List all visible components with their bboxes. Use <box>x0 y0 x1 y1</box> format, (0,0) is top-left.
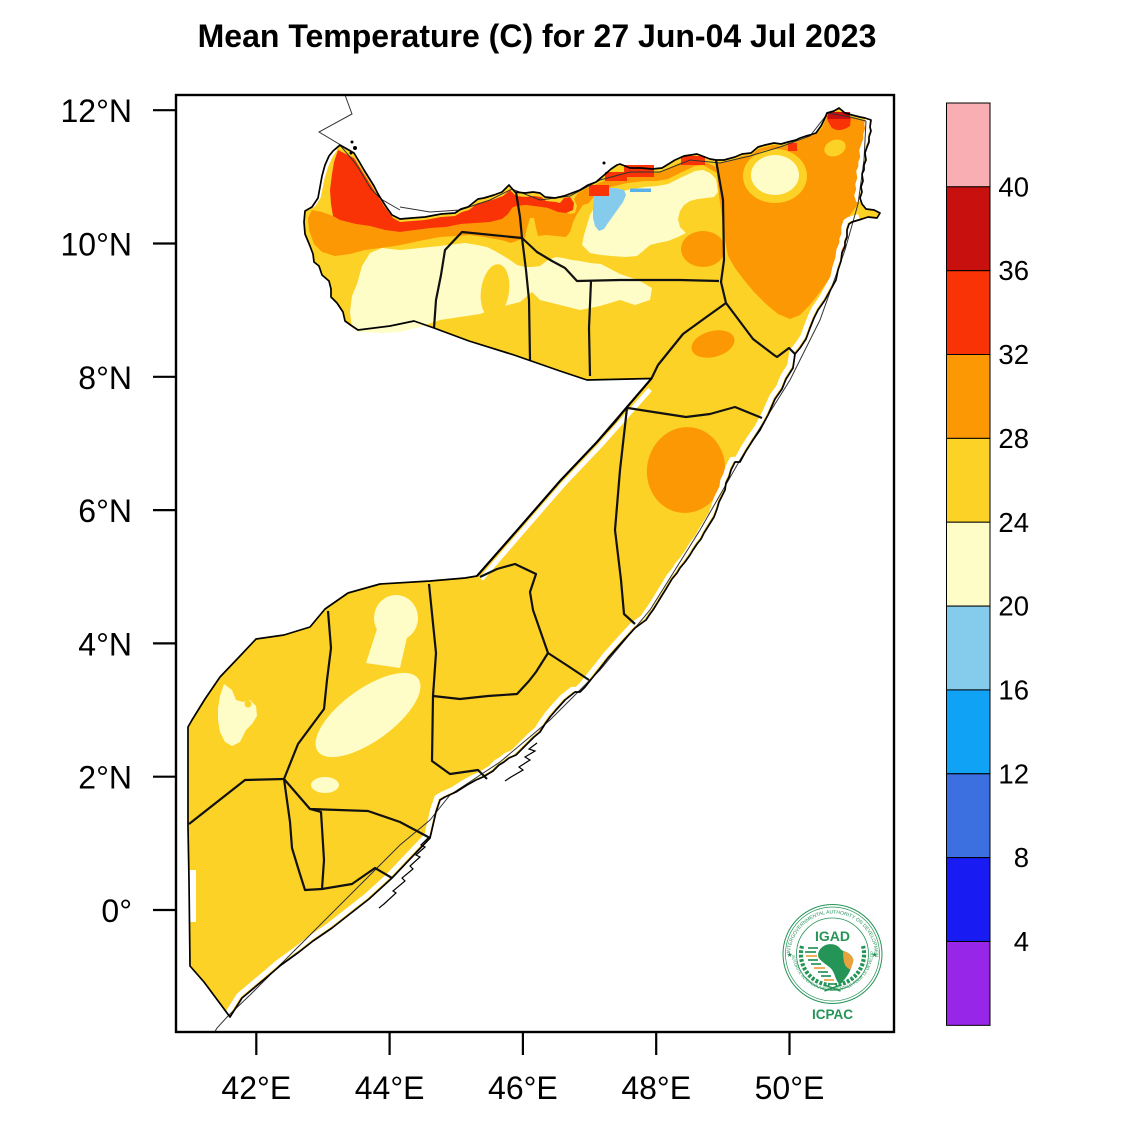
svg-text:6°N: 6°N <box>78 493 132 529</box>
svg-text:48°E: 48°E <box>621 1070 691 1106</box>
svg-text:42°E: 42°E <box>221 1070 291 1106</box>
svg-text:46°E: 46°E <box>488 1070 558 1106</box>
svg-text:36: 36 <box>998 255 1029 286</box>
svg-text:8°N: 8°N <box>78 360 132 396</box>
svg-text:4: 4 <box>1014 926 1029 957</box>
svg-text:★: ★ <box>787 951 793 959</box>
svg-text:8: 8 <box>1014 842 1029 873</box>
svg-text:0°: 0° <box>101 893 132 929</box>
svg-text:IGAD: IGAD <box>815 928 850 944</box>
svg-text:16: 16 <box>998 674 1029 705</box>
svg-text:4°N: 4°N <box>78 626 132 662</box>
svg-text:ICPAC: ICPAC <box>812 1007 853 1022</box>
svg-text:20: 20 <box>998 591 1029 622</box>
svg-text:28: 28 <box>998 423 1029 454</box>
svg-text:32: 32 <box>998 339 1029 370</box>
svg-text:★: ★ <box>872 951 878 959</box>
svg-text:40: 40 <box>998 171 1029 202</box>
svg-text:50°E: 50°E <box>755 1070 825 1106</box>
svg-text:Mean Temperature (C) for 27 Ju: Mean Temperature (C) for 27 Jun-04 Jul 2… <box>198 18 877 54</box>
svg-text:10°N: 10°N <box>61 227 133 263</box>
svg-text:12: 12 <box>998 758 1029 789</box>
svg-text:44°E: 44°E <box>355 1070 425 1106</box>
svg-text:12°N: 12°N <box>61 93 133 129</box>
svg-text:24: 24 <box>998 507 1029 538</box>
svg-text:2°N: 2°N <box>78 760 132 796</box>
